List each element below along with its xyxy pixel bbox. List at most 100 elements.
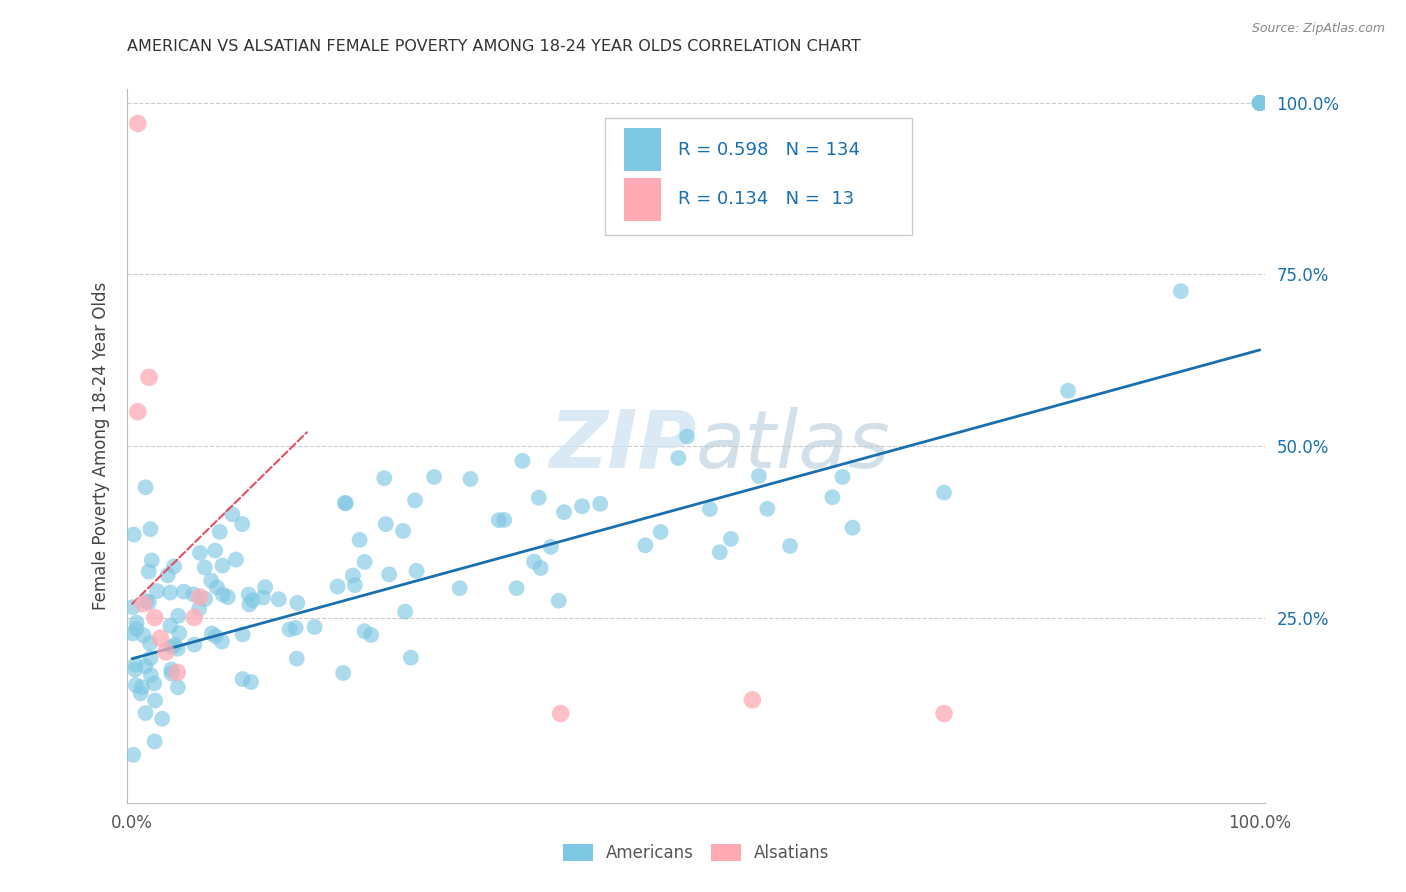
- Point: [831, 470, 853, 484]
- Point: [540, 540, 562, 554]
- Point: [353, 555, 375, 569]
- Point: [460, 472, 482, 486]
- Point: [666, 450, 689, 465]
- Point: [1249, 95, 1271, 110]
- Point: [125, 615, 148, 630]
- Point: [494, 513, 516, 527]
- Point: [932, 485, 955, 500]
- Point: [360, 628, 382, 642]
- Point: [1249, 95, 1271, 110]
- Point: [159, 619, 181, 633]
- Point: [124, 663, 146, 677]
- Point: [404, 493, 426, 508]
- Point: [512, 454, 534, 468]
- Point: [122, 747, 145, 762]
- Point: [132, 597, 155, 611]
- Point: [242, 593, 264, 607]
- Point: [166, 681, 188, 695]
- Point: [392, 524, 415, 538]
- Point: [332, 665, 354, 680]
- Point: [634, 538, 657, 552]
- Point: [1057, 384, 1080, 398]
- Point: [143, 734, 166, 748]
- Point: [1249, 95, 1271, 110]
- Point: [741, 693, 763, 707]
- Point: [349, 533, 371, 547]
- Point: [173, 584, 195, 599]
- Text: AMERICAN VS ALSATIAN FEMALE POVERTY AMONG 18-24 YEAR OLDS CORRELATION CHART: AMERICAN VS ALSATIAN FEMALE POVERTY AMON…: [127, 38, 860, 54]
- Point: [589, 497, 612, 511]
- Point: [135, 480, 157, 494]
- Point: [527, 491, 550, 505]
- FancyBboxPatch shape: [624, 178, 661, 221]
- Point: [373, 471, 395, 485]
- Point: [1249, 95, 1271, 110]
- Point: [488, 513, 510, 527]
- Point: [267, 592, 290, 607]
- Y-axis label: Female Poverty Among 18-24 Year Olds: Female Poverty Among 18-24 Year Olds: [91, 282, 110, 610]
- Point: [135, 706, 157, 720]
- Point: [523, 555, 546, 569]
- Point: [138, 565, 160, 579]
- Point: [211, 634, 233, 648]
- Point: [183, 587, 205, 601]
- Point: [139, 636, 162, 650]
- Point: [200, 574, 222, 588]
- Point: [188, 601, 211, 615]
- Point: [699, 502, 721, 516]
- Point: [183, 610, 205, 624]
- Point: [530, 561, 553, 575]
- Point: [139, 668, 162, 682]
- Point: [146, 584, 169, 599]
- Point: [160, 663, 183, 677]
- Point: [405, 564, 427, 578]
- Point: [204, 543, 226, 558]
- Point: [217, 590, 239, 604]
- Point: [423, 470, 446, 484]
- Point: [141, 553, 163, 567]
- Point: [143, 693, 166, 707]
- Point: [160, 640, 183, 654]
- FancyBboxPatch shape: [624, 128, 661, 171]
- Point: [208, 524, 231, 539]
- Point: [650, 524, 672, 539]
- Text: ZIP: ZIP: [548, 407, 696, 485]
- Point: [138, 595, 160, 609]
- Point: [252, 591, 274, 605]
- Point: [284, 621, 307, 635]
- Point: [399, 650, 422, 665]
- Point: [304, 620, 326, 634]
- Point: [240, 675, 263, 690]
- Point: [122, 527, 145, 541]
- Point: [150, 712, 173, 726]
- Point: [204, 629, 226, 643]
- Point: [167, 608, 190, 623]
- Point: [163, 559, 186, 574]
- Point: [720, 532, 742, 546]
- Point: [124, 657, 146, 672]
- Point: [221, 508, 243, 522]
- Point: [254, 580, 277, 594]
- Point: [188, 546, 211, 560]
- Point: [231, 672, 253, 686]
- Point: [553, 505, 575, 519]
- Point: [232, 627, 254, 641]
- Point: [342, 568, 364, 582]
- Point: [505, 581, 527, 595]
- Point: [821, 490, 844, 504]
- Point: [131, 680, 153, 694]
- Point: [353, 624, 375, 639]
- Point: [1249, 95, 1271, 110]
- Point: [225, 552, 247, 566]
- Point: [231, 517, 253, 532]
- Point: [378, 567, 401, 582]
- Point: [163, 638, 186, 652]
- Legend: Americans, Alsatians: Americans, Alsatians: [562, 844, 830, 863]
- Point: [779, 539, 801, 553]
- Point: [155, 645, 177, 659]
- Point: [211, 588, 233, 602]
- Point: [285, 596, 308, 610]
- Point: [1249, 95, 1271, 110]
- Text: Source: ZipAtlas.com: Source: ZipAtlas.com: [1251, 22, 1385, 36]
- Point: [211, 558, 233, 573]
